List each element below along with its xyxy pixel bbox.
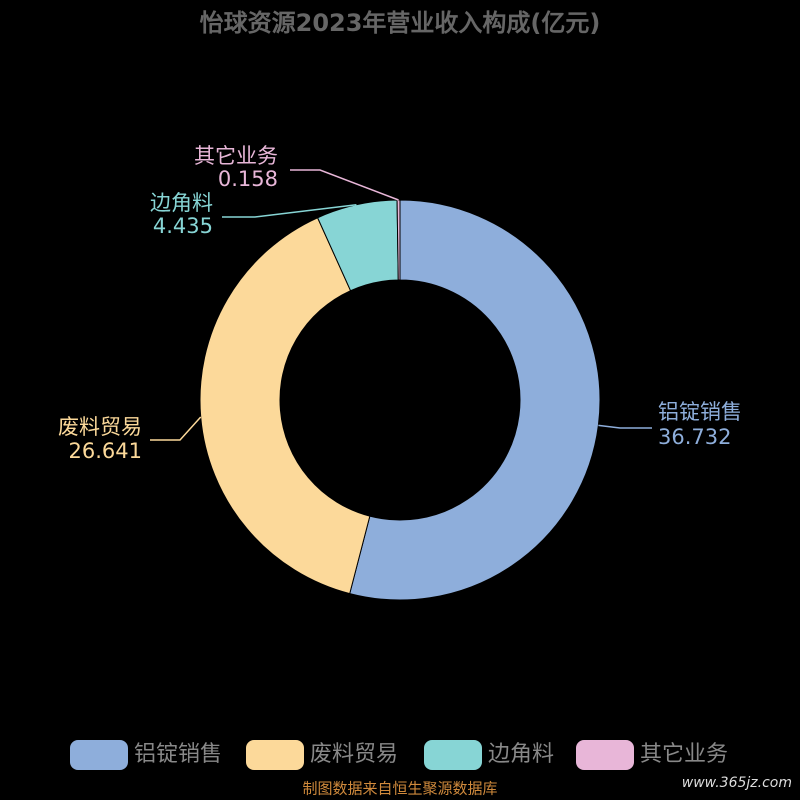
leader-line	[598, 424, 652, 429]
legend-swatch	[246, 740, 304, 770]
legend-label: 废料贸易	[310, 742, 398, 767]
legend-label: 铝锭销售	[134, 742, 222, 767]
legend-label: 边角料	[488, 742, 554, 767]
slice-value: 4.435	[153, 214, 213, 238]
slice-value: 0.158	[218, 167, 278, 191]
slice-value: 26.641	[69, 439, 142, 463]
legend-swatch	[70, 740, 128, 770]
slice-label: 边角料	[150, 191, 213, 215]
slice-label: 废料贸易	[58, 415, 142, 439]
slice-label: 铝锭销售	[658, 400, 742, 424]
chart-title: 怡球资源2023年营业收入构成(亿元)	[200, 9, 601, 37]
leader-line	[290, 169, 399, 201]
leader-line	[222, 204, 357, 218]
slice-value: 36.732	[658, 425, 731, 449]
watermark: www.365jz.com	[682, 775, 792, 791]
legend-label: 其它业务	[640, 742, 728, 767]
slice-label: 其它业务	[194, 144, 278, 168]
donut-slice	[349, 199, 601, 601]
legend-swatch	[576, 740, 634, 770]
donut-slice	[199, 217, 371, 595]
footer: 制图数据来自恒生聚源数据库	[302, 780, 497, 798]
legend-swatch	[424, 740, 482, 770]
leader-line	[150, 416, 202, 441]
